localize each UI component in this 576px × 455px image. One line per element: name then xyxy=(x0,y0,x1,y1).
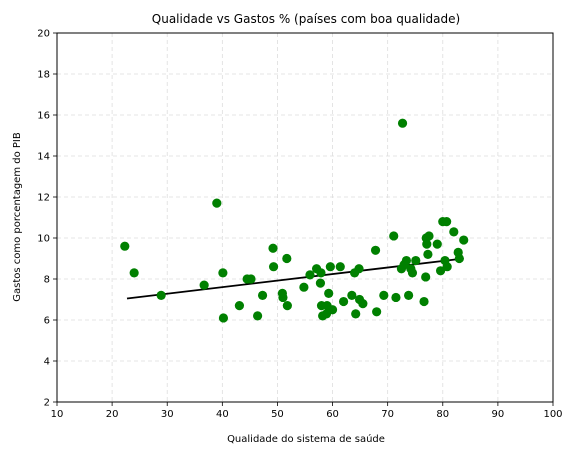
y-tick-label: 6 xyxy=(44,316,50,327)
data-point xyxy=(411,256,420,265)
data-point xyxy=(443,262,452,271)
data-point xyxy=(408,268,417,277)
x-tick-label: 40 xyxy=(216,409,229,420)
data-point xyxy=(316,279,325,288)
data-point xyxy=(419,297,428,306)
data-point xyxy=(379,291,388,300)
y-tick-label: 2 xyxy=(44,398,50,409)
data-point xyxy=(442,217,451,226)
data-point xyxy=(219,313,228,322)
data-point xyxy=(324,289,333,298)
data-point xyxy=(235,301,244,310)
data-point xyxy=(283,301,292,310)
data-point xyxy=(258,291,267,300)
data-point xyxy=(200,281,209,290)
y-tick-label: 10 xyxy=(37,234,50,245)
data-point xyxy=(424,231,433,240)
data-point xyxy=(316,268,325,277)
data-point xyxy=(449,227,458,236)
data-point xyxy=(120,242,129,251)
data-point xyxy=(358,299,367,308)
data-point xyxy=(326,262,335,271)
x-tick-label: 90 xyxy=(492,409,505,420)
y-tick-label: 8 xyxy=(44,275,50,286)
data-point xyxy=(268,244,277,253)
data-point xyxy=(253,311,262,320)
data-point xyxy=(391,293,400,302)
y-tick-label: 20 xyxy=(37,29,50,40)
data-point xyxy=(269,262,278,271)
x-tick-label: 70 xyxy=(381,409,394,420)
data-point xyxy=(130,268,139,277)
data-point xyxy=(157,291,166,300)
y-tick-label: 16 xyxy=(37,111,50,122)
x-tick-label: 100 xyxy=(543,409,562,420)
data-point xyxy=(282,254,291,263)
y-axis-label: Gastos como porcentagem do PIB xyxy=(12,132,23,302)
data-point xyxy=(389,231,398,240)
data-point xyxy=(423,250,432,259)
data-point xyxy=(433,240,442,249)
x-tick-label: 30 xyxy=(161,409,174,420)
x-tick-label: 10 xyxy=(51,409,64,420)
data-point xyxy=(336,262,345,271)
x-tick-label: 80 xyxy=(436,409,449,420)
data-point xyxy=(372,307,381,316)
data-point xyxy=(455,254,464,263)
data-point xyxy=(371,246,380,255)
data-point xyxy=(354,264,363,273)
data-point xyxy=(299,283,308,292)
data-point xyxy=(328,305,337,314)
data-point xyxy=(218,268,227,277)
data-point xyxy=(398,119,407,128)
data-point xyxy=(404,291,413,300)
data-point xyxy=(246,274,255,283)
data-point xyxy=(339,297,348,306)
y-tick-label: 14 xyxy=(37,152,50,163)
x-tick-label: 60 xyxy=(326,409,339,420)
data-point xyxy=(421,272,430,281)
x-tick-label: 20 xyxy=(106,409,119,420)
y-tick-label: 12 xyxy=(37,193,50,204)
data-point xyxy=(351,309,360,318)
chart-title: Qualidade vs Gastos % (países com boa qu… xyxy=(152,12,460,26)
data-point xyxy=(422,240,431,249)
data-point xyxy=(459,235,468,244)
data-point xyxy=(212,199,221,208)
y-tick-label: 18 xyxy=(37,70,50,81)
y-tick-label: 4 xyxy=(44,357,50,368)
x-axis-label: Qualidade do sistema de saúde xyxy=(227,433,385,445)
data-point xyxy=(402,256,411,265)
data-point xyxy=(278,293,287,302)
x-tick-label: 50 xyxy=(271,409,284,420)
